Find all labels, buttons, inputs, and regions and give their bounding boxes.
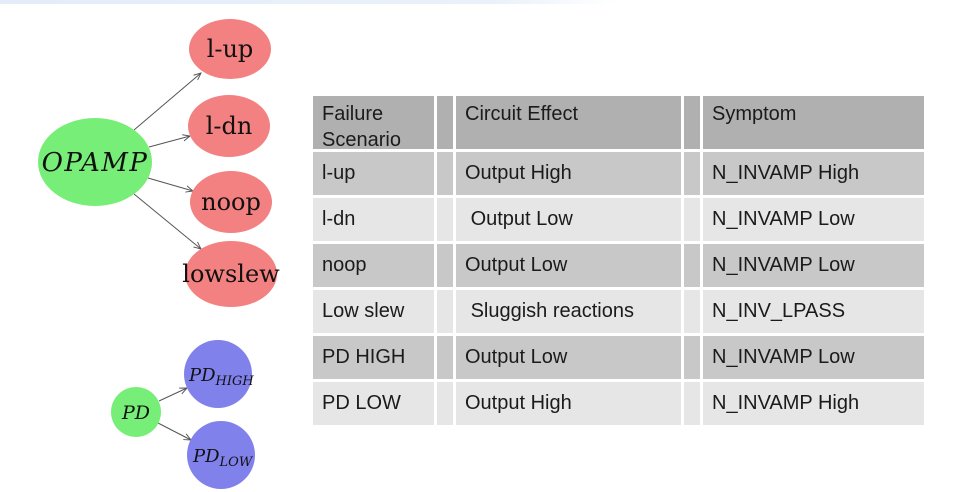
- node-l-dn: [188, 95, 270, 157]
- node-pd-low-label: PDLOW: [192, 446, 254, 470]
- cell-spacer: [684, 290, 700, 333]
- failure-scenario-table: Failure Scenario Circuit Effect Symptom …: [313, 96, 924, 425]
- opamp-arrows: [133, 73, 201, 249]
- cell-effect: Sluggish reactions: [456, 290, 681, 333]
- arrow-opamp-noop: [147, 177, 193, 191]
- cell-spacer: [684, 336, 700, 379]
- node-opamp-label: OPAMP: [42, 148, 149, 178]
- cell-spacer: [437, 198, 453, 241]
- arrow-opamp-lowslew: [133, 193, 201, 249]
- cell-effect: Output Low: [456, 244, 681, 287]
- cell-spacer: [437, 336, 453, 379]
- cell-effect: Output Low: [456, 336, 681, 379]
- cell-scenario: l-dn: [313, 198, 434, 241]
- cell-spacer: [684, 198, 700, 241]
- node-pd-high: [184, 340, 252, 408]
- failure-mode-graph: OPAMP l-up l-dn noop lowslew PD PDHIGH P…: [38, 19, 280, 489]
- node-pd: [111, 387, 161, 437]
- cell-symptom: N_INV_LPASS: [703, 290, 924, 333]
- cell-spacer: [684, 152, 700, 195]
- cell-spacer: [684, 244, 700, 287]
- pd-low-base: PD: [192, 446, 220, 467]
- cell-spacer: [684, 382, 700, 425]
- cell-scenario: l-up: [313, 152, 434, 195]
- arrow-pd-pdhigh: [158, 388, 187, 402]
- cell-effect: Output High: [456, 152, 681, 195]
- cell-symptom: N_INVAMP High: [703, 152, 924, 195]
- header-circuit-effect: Circuit Effect: [456, 96, 681, 149]
- node-noop-label: noop: [201, 188, 261, 216]
- header-spacer-1: [437, 96, 453, 149]
- header-spacer-2: [684, 96, 700, 149]
- cell-symptom: N_INVAMP Low: [703, 336, 924, 379]
- pd-low-subscript: LOW: [219, 455, 254, 470]
- window-edge-strip: [0, 0, 617, 4]
- node-l-up-label: l-up: [207, 35, 254, 63]
- arrow-pd-pdlow: [157, 422, 191, 440]
- node-noop: [190, 171, 272, 233]
- pd-arrows: [157, 388, 191, 440]
- node-pd-low: [187, 421, 255, 489]
- node-lowslew: [185, 241, 277, 307]
- cell-symptom: N_INVAMP Low: [703, 198, 924, 241]
- arrow-opamp-lup: [133, 73, 201, 131]
- cell-spacer: [437, 290, 453, 333]
- cell-effect: Output High: [456, 382, 681, 425]
- node-l-up: [189, 19, 271, 79]
- node-pd-high-label: PDHIGH: [188, 365, 254, 389]
- node-opamp: [38, 118, 152, 206]
- node-lowslew-label: lowslew: [182, 260, 280, 288]
- cell-symptom: N_INVAMP High: [703, 382, 924, 425]
- header-failure-scenario: Failure Scenario: [313, 96, 434, 149]
- pd-high-base: PD: [188, 365, 216, 386]
- node-l-dn-label: l-dn: [206, 112, 253, 140]
- node-pd-label: PD: [121, 402, 150, 424]
- cell-scenario: PD HIGH: [313, 336, 434, 379]
- pd-high-subscript: HIGH: [215, 374, 255, 389]
- cell-spacer: [437, 244, 453, 287]
- cell-spacer: [437, 382, 453, 425]
- cell-scenario: noop: [313, 244, 434, 287]
- cell-spacer: [437, 152, 453, 195]
- header-symptom: Symptom: [703, 96, 924, 149]
- arrow-opamp-ldn: [148, 136, 190, 148]
- cell-symptom: N_INVAMP Low: [703, 244, 924, 287]
- cell-scenario: Low slew: [313, 290, 434, 333]
- cell-effect: Output Low: [456, 198, 681, 241]
- cell-scenario: PD LOW: [313, 382, 434, 425]
